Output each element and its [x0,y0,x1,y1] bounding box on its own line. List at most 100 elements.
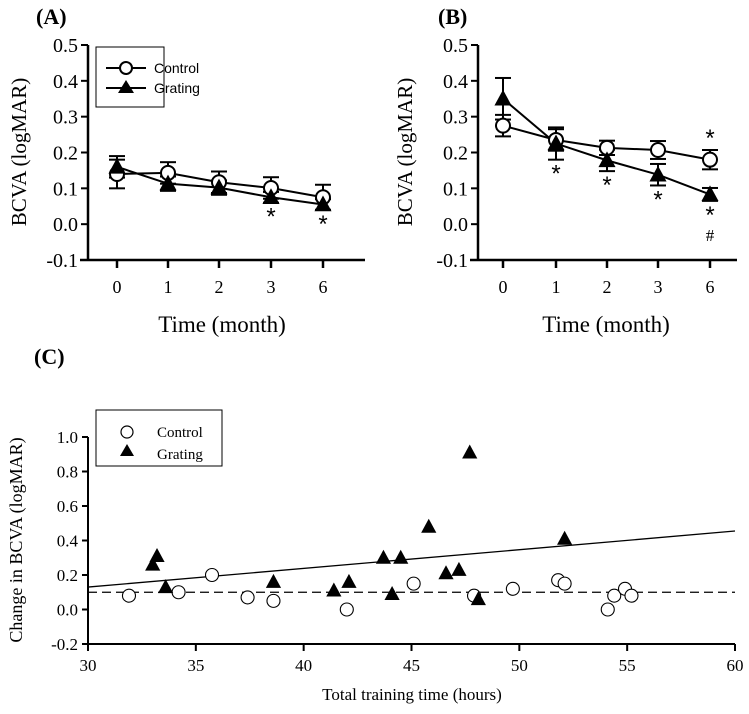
data-point-grating [262,188,280,205]
legend-c: Control Grating [95,409,223,467]
significance-asterisk: * [602,172,611,199]
x-tick-label: 45 [403,656,420,675]
x-tick-label: 40 [295,656,312,675]
data-point-grating [326,582,342,597]
x-tick-label: 2 [603,277,612,297]
x-tick-label: 35 [187,656,204,675]
data-point-grating [149,548,165,563]
x-tick-label: 30 [80,656,97,675]
x-tick-label: 6 [319,277,328,297]
panel-c: 1.0 0.8 0.6 0.4 0.2 0.0 -0.230 35 40 45 50 55 60 [51,428,743,675]
x-tick-label: 6 [706,277,715,297]
legend-label-grating: Grating [157,447,203,463]
data-point-control [171,585,186,600]
y-tick-label: 0.4 [443,71,468,93]
panel-b: 0.50.40.30.20.10.0-0.10 1 2 3 6* ****# [436,35,737,297]
data-point-grating [375,549,392,564]
legend-grating-marker-icon [118,80,134,93]
significance-asterisk: * [705,202,714,229]
legend-grating-marker-icon [120,444,134,456]
x-tick-label: 3 [267,277,276,297]
significance-hash: # [706,226,715,245]
y-axis-title-b: BCVA (logMAR) [393,78,417,226]
x-tick-label: 50 [511,656,528,675]
data-point-control [505,581,520,596]
data-point-control [624,588,639,603]
data-point-grating [470,591,486,606]
y-tick-label: 0.5 [443,35,468,57]
data-point-grating [462,444,478,459]
legend-control-marker-icon [119,61,133,75]
data-point-control [495,117,511,134]
y-tick-label: 0.6 [57,497,78,516]
y-axis-title-a: BCVA (logMAR) [7,78,31,226]
y-tick-label: 1.0 [57,428,78,447]
data-point-control [240,590,255,605]
y-tick-label: 0.4 [53,71,78,93]
x-tick-label: 55 [619,656,636,675]
data-point-grating [547,134,565,151]
y-tick-label: 0.0 [57,601,78,620]
y-tick-label: 0.8 [57,463,78,482]
x-axis-title-b: Time (month) [542,312,670,337]
x-tick-label: 1 [164,277,173,297]
data-point-control [121,588,137,603]
data-point-grating [210,178,228,195]
x-tick-label: 1 [552,277,561,297]
legend-control-marker-icon [120,425,134,439]
data-point-control [204,567,220,583]
data-point-grating [384,585,400,600]
data-point-control [406,576,421,591]
data-point-control [557,576,572,591]
data-point-grating [341,573,357,588]
data-point-control [650,141,666,158]
y-tick-label: 0.3 [53,107,78,129]
y-tick-label: 0.5 [53,35,78,57]
legend-label-control: Control [154,60,199,76]
y-axis-title-c: Change in BCVA (logMAR) [6,437,27,642]
panel-label-b: (B) [438,4,467,29]
x-axis-title-c: Total training time (hours) [322,685,502,704]
regression-line [87,530,736,588]
data-point-grating [701,185,719,202]
data-point-control [607,588,622,603]
data-point-control [339,602,354,617]
y-tick-label: 0.0 [53,214,78,236]
data-point-grating [421,518,437,533]
x-axis-title-a: Time (month) [158,312,286,337]
x-tick-label: 60 [727,656,744,675]
data-point-control [266,593,281,608]
data-point-grating [557,530,573,545]
significance-asterisk: * [705,125,714,152]
data-point-grating [393,549,409,564]
data-point-control [702,151,718,168]
data-point-grating [145,556,161,571]
x-tick-label: 0 [113,277,122,297]
y-tick-label: 0.2 [53,143,78,165]
y-tick-label: 0.0 [443,214,468,236]
legend-label-control: Control [157,425,203,441]
y-tick-label: -0.2 [51,635,78,654]
significance-asterisk: * [318,211,327,238]
significance-asterisk: * [551,161,560,188]
data-point-grating [108,157,126,174]
y-tick-label: 0.4 [57,532,79,551]
data-point-grating [265,573,282,588]
y-tick-label: 0.2 [57,566,78,585]
data-point-grating [598,151,616,168]
legend-a: Control Grating [95,46,200,108]
y-tick-label: -0.1 [436,250,468,272]
data-point-grating [159,174,177,191]
x-tick-label: 2 [215,277,224,297]
significance-asterisk: * [653,186,662,213]
panel-a: 0.5 0.4 0.3 0.2 0.1 0.0 -0.1 0 1 2 3 6 * * [46,35,365,297]
data-point-grating [314,195,332,212]
legend-label-grating: Grating [154,80,200,96]
panel-label-c: (C) [34,344,65,369]
y-tick-label: 0.3 [443,107,468,129]
significance-asterisk: * [266,204,275,231]
data-point-grating [649,165,667,182]
panel-label-a: (A) [36,4,67,29]
y-tick-label: 0.1 [443,178,468,200]
